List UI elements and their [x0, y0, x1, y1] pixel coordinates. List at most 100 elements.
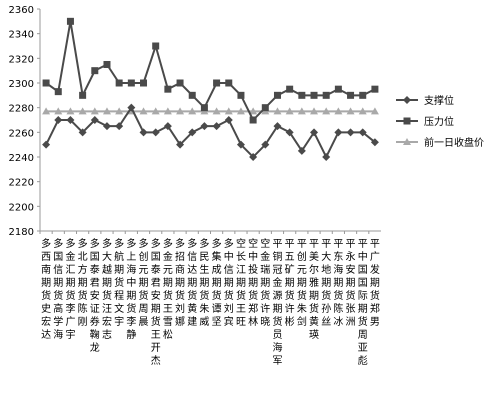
- data-point: [213, 79, 221, 87]
- data-point: [176, 107, 185, 115]
- category-label: 平创元期货朱剑: [297, 239, 307, 328]
- y-tick-label: 2360: [9, 5, 34, 16]
- category-label: 多金元期货王雪松: [163, 237, 173, 341]
- data-point: [212, 122, 221, 131]
- y-tick-label: 2260: [9, 128, 34, 139]
- category-label: 空长江期货王旺: [236, 237, 246, 328]
- data-point: [249, 153, 258, 161]
- data-point: [249, 107, 258, 115]
- y-tick-label: 2220: [9, 178, 34, 189]
- data-point: [188, 107, 197, 115]
- legend-label: 压力位: [424, 115, 454, 128]
- data-point: [322, 153, 331, 161]
- data-point: [370, 107, 379, 115]
- y-tick-label: 2300: [9, 79, 34, 90]
- legend-label: 前一日收盘价: [424, 136, 484, 149]
- data-point: [102, 107, 111, 115]
- series-line: [45, 21, 376, 122]
- series-1: [42, 17, 379, 124]
- series-0: [42, 103, 379, 161]
- data-point: [346, 107, 355, 115]
- category-label: 多集成期货谭坚: [212, 237, 222, 328]
- data-point: [286, 85, 294, 93]
- y-tick-labels: 2180 2200 2220 2240 2260 2280 2300 2320 2340 2360: [9, 5, 40, 238]
- category-label: 空金瑞期货许晓: [260, 237, 270, 328]
- category-label: 平中国国际期货周亚彪: [358, 239, 368, 367]
- data-point: [261, 104, 269, 112]
- data-point: [236, 140, 245, 149]
- data-point: [151, 107, 160, 115]
- data-point: [66, 17, 74, 25]
- data-point: [127, 103, 136, 112]
- data-point: [334, 107, 343, 115]
- legend-marker: [403, 96, 411, 104]
- data-point: [212, 107, 221, 115]
- data-point: [273, 122, 282, 131]
- y-tick-label: 2200: [9, 202, 34, 213]
- y-tick-label: 2280: [9, 104, 34, 115]
- category-label: 多上海中期货李静: [126, 237, 136, 341]
- data-point: [42, 107, 51, 115]
- category-label: 平东海期货陈冰: [333, 239, 343, 328]
- data-point: [176, 140, 185, 149]
- data-point: [90, 116, 99, 124]
- category-label: 多中信期货刘宾: [224, 237, 234, 328]
- data-point: [347, 91, 355, 99]
- series-line: [45, 105, 376, 160]
- data-point: [164, 85, 172, 93]
- data-point: [334, 85, 342, 93]
- legend-label: 支撑位: [424, 94, 454, 107]
- data-point: [139, 107, 148, 115]
- data-point: [54, 88, 62, 96]
- category-label: 多西南期货史宏达: [41, 237, 51, 341]
- category-label: 多国泰君安期货王开杰: [151, 237, 161, 367]
- category-label: 平大地期货孙丝: [321, 239, 331, 328]
- category-label: 多信达期货黄建: [187, 237, 197, 328]
- data-point: [236, 107, 245, 115]
- data-point: [90, 107, 99, 115]
- data-point: [297, 146, 306, 155]
- category-label: 多国泰君安证券鞠龙: [90, 237, 100, 354]
- series-layer: [42, 17, 379, 161]
- category-label: 多民生期货朱威: [199, 237, 209, 328]
- data-point: [371, 85, 379, 93]
- data-point: [78, 128, 87, 137]
- category-labels: 多西南期货史宏达多国信期货高学海多金汇期货李广宇多北方期货陈刚多国泰君安证券鞠龙…: [39, 231, 380, 367]
- data-point: [261, 140, 270, 149]
- data-point: [310, 91, 318, 99]
- data-point: [310, 128, 319, 137]
- data-point: [200, 104, 208, 112]
- data-point: [91, 67, 99, 75]
- data-point: [346, 128, 355, 137]
- data-point: [285, 128, 294, 137]
- data-point: [358, 107, 367, 115]
- category-label: 空中投期货郑林: [248, 237, 258, 328]
- data-point: [322, 91, 330, 99]
- data-point: [152, 42, 160, 50]
- data-point: [66, 107, 75, 115]
- data-point: [297, 107, 306, 115]
- category-label: 平铜冠金源期货员海军: [272, 239, 282, 367]
- category-label: 多北方期货陈刚: [78, 237, 88, 328]
- data-point: [225, 79, 233, 87]
- category-label: 多大越期货汪宏志: [102, 237, 112, 341]
- data-point: [139, 128, 148, 137]
- data-point: [188, 91, 196, 99]
- data-point: [115, 79, 123, 87]
- category-label: 多金汇期货李广宇: [65, 237, 75, 341]
- data-point: [176, 79, 184, 87]
- category-label: 平广发期货郑男: [370, 239, 380, 328]
- data-point: [115, 107, 124, 115]
- data-point: [78, 107, 87, 115]
- category-label: 平五矿期货许彬: [285, 239, 295, 328]
- data-point: [322, 107, 331, 115]
- data-point: [140, 79, 148, 87]
- data-point: [249, 116, 257, 124]
- data-point: [237, 91, 245, 99]
- y-tick-label: 2240: [9, 153, 34, 164]
- data-point: [163, 122, 172, 131]
- data-point: [370, 138, 379, 147]
- data-point: [103, 61, 111, 68]
